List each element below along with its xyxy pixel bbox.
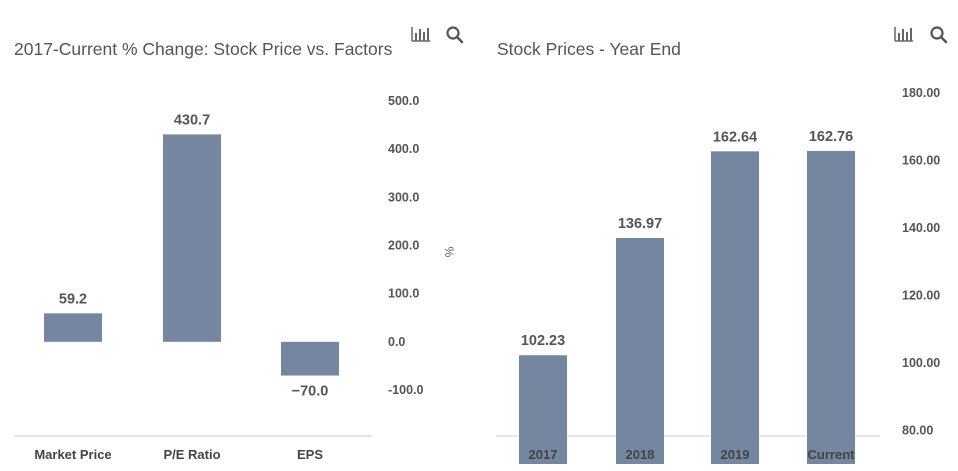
bar <box>519 355 567 464</box>
bar-chart-stock-prices: 80.00 100.00 120.00 140.00 160.00 180.00 102.2… <box>496 86 940 464</box>
y-axis-title: % <box>442 247 456 258</box>
x-tick-label: Market Price <box>34 447 111 462</box>
chart-panel-stock-prices: Stock Prices - Year End 80.00 100.00 120.0… <box>480 0 958 471</box>
chart-title: Stock Prices - Year End <box>497 39 681 59</box>
bar-chart-icon[interactable] <box>893 24 915 44</box>
data-label: 162.64 <box>713 129 757 145</box>
x-tick-label: Current <box>808 447 856 462</box>
bar <box>807 150 855 464</box>
y-tick-label: 100.0 <box>388 287 419 301</box>
search-icon[interactable] <box>929 25 951 45</box>
x-tick-label: EPS <box>297 447 323 462</box>
x-tick-label: 2017 <box>529 447 558 462</box>
y-tick-label: 200.0 <box>388 239 419 253</box>
bar-chart-icon[interactable] <box>410 24 432 44</box>
y-tick-label: 100.00 <box>902 356 940 370</box>
search-icon[interactable] <box>445 25 467 45</box>
bar <box>616 237 664 464</box>
chart-title: 2017-Current % Change: Stock Price vs. F… <box>14 39 393 59</box>
y-tick-label: 80.00 <box>902 423 933 437</box>
data-label: 102.23 <box>521 333 565 349</box>
data-label: 430.7 <box>174 112 210 128</box>
y-tick-label: 300.0 <box>388 190 419 204</box>
data-label: −70.0 <box>292 384 329 400</box>
y-tick-label: 0.0 <box>388 335 405 349</box>
data-label: 59.2 <box>59 291 87 307</box>
y-tick-label: 160.00 <box>902 153 940 167</box>
bar <box>281 341 339 376</box>
bar <box>44 313 102 342</box>
y-tick-label: 180.00 <box>902 86 940 100</box>
y-tick-label: 500.0 <box>388 94 419 108</box>
bar <box>711 151 759 464</box>
data-label: 136.97 <box>618 216 662 232</box>
y-tick-label: 400.0 <box>388 142 419 156</box>
x-tick-label: 2018 <box>626 447 655 462</box>
y-tick-label: 140.00 <box>902 221 940 235</box>
bar <box>163 134 221 342</box>
x-tick-label: P/E Ratio <box>163 447 220 462</box>
y-tick-label: -100.0 <box>388 383 423 397</box>
y-tick-label: 120.00 <box>902 288 940 302</box>
chart-panel-pct-change: 2017-Current % Change: Stock Price vs. F… <box>14 24 467 462</box>
data-label: 162.76 <box>809 129 853 145</box>
bar-chart-pct-change: -100.0 0.0 100.0 200.0 300.0 400.0 500.0% 59.2 M… <box>14 94 456 462</box>
x-tick-label: 2019 <box>721 447 750 462</box>
